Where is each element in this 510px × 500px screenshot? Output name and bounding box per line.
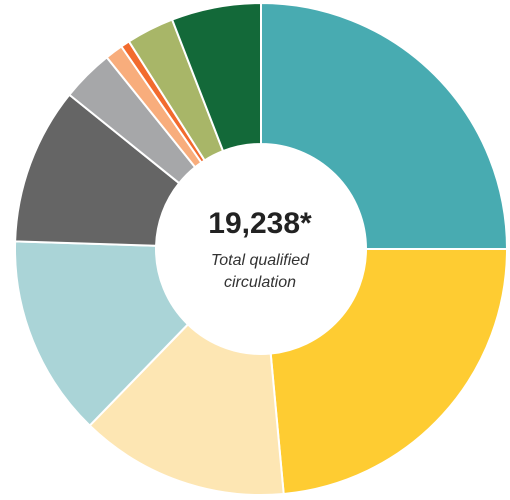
donut-slice-3 xyxy=(88,323,285,496)
donut-slice-4 xyxy=(14,240,189,427)
donut-slice-5 xyxy=(14,93,181,247)
donut-slices xyxy=(14,2,508,496)
donut-slice-2 xyxy=(269,248,508,495)
donut-slice-1 xyxy=(260,2,508,250)
donut-slice-10 xyxy=(171,2,262,153)
